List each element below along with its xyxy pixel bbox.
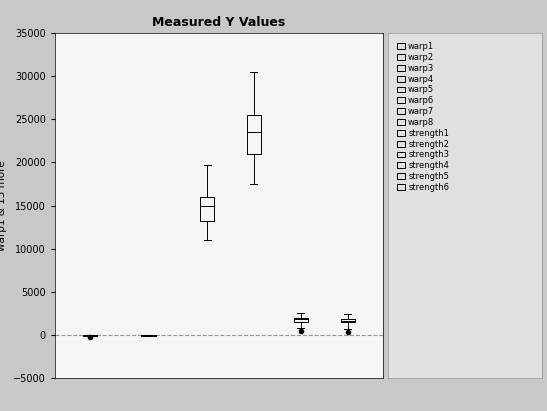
Y-axis label: warp1 & 13 more: warp1 & 13 more	[0, 160, 7, 251]
Legend: warp1, warp2, warp3, warp4, warp5, warp6, warp7, warp8, strength1, strength2, st: warp1, warp2, warp3, warp4, warp5, warp6…	[395, 41, 451, 194]
Title: Measured Y Values: Measured Y Values	[152, 16, 286, 29]
